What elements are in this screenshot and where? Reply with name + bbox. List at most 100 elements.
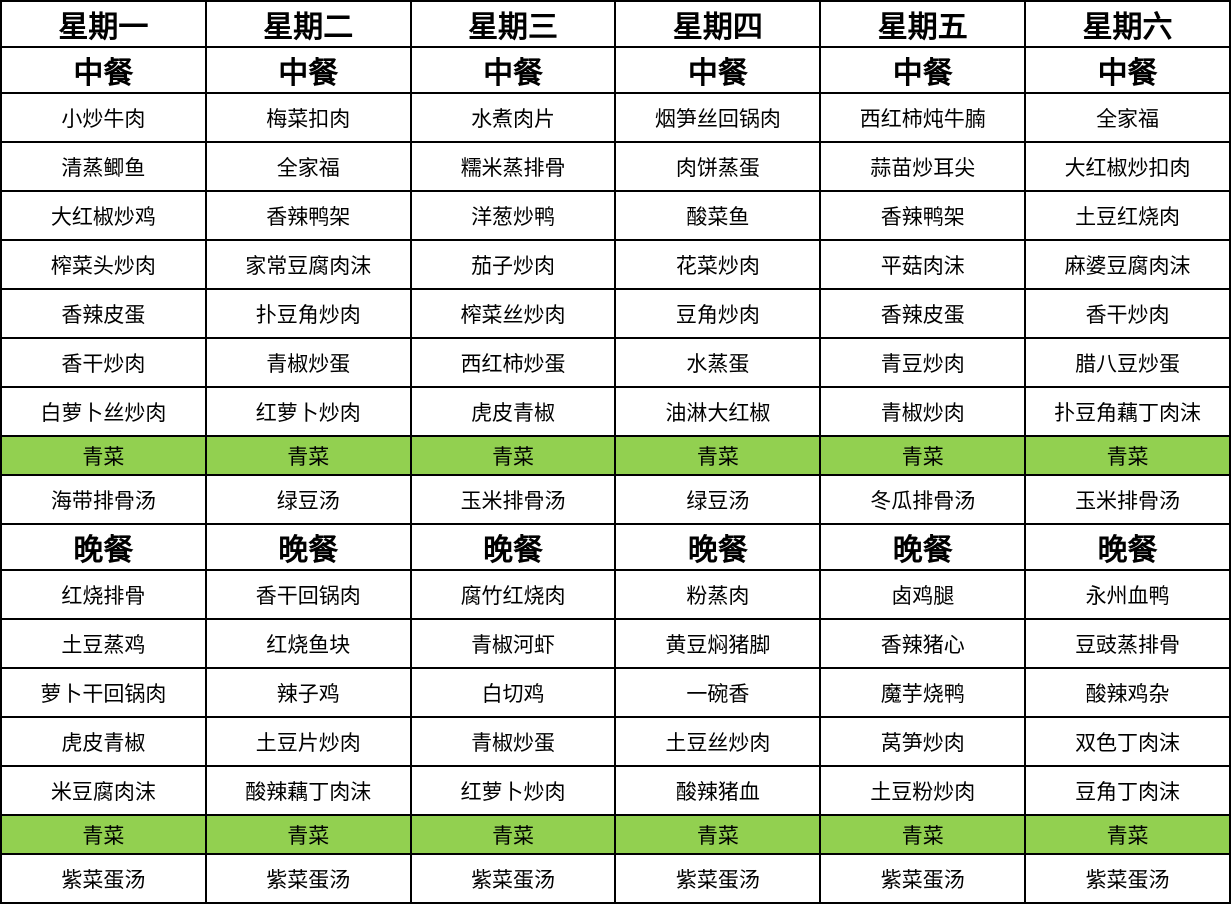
dinner-header-cell: 晚餐 <box>1024 523 1231 571</box>
dinner-dish-cell: 红萝卜炒肉 <box>409 765 617 816</box>
lunch-dish-row: 榨菜头炒肉 家常豆腐肉沫 茄子炒肉 花菜炒肉 平菇肉沫 麻婆豆腐肉沫 <box>0 239 1231 290</box>
lunch-dish-cell: 西红柿炒蛋 <box>409 337 617 388</box>
lunch-dish-row: 香干炒肉 青椒炒蛋 西红柿炒蛋 水蒸蛋 青豆炒肉 腊八豆炒蛋 <box>0 337 1231 388</box>
dinner-dish-cell: 香辣猪心 <box>819 618 1027 669</box>
vegetable-cell: 青菜 <box>614 814 822 855</box>
lunch-dish-cell: 青豆炒肉 <box>819 337 1027 388</box>
vegetable-cell: 青菜 <box>1024 814 1231 855</box>
lunch-header-cell: 中餐 <box>1024 46 1231 94</box>
vegetable-cell: 青菜 <box>409 435 617 476</box>
dinner-soup-cell: 紫菜蛋汤 <box>614 853 822 904</box>
vegetable-cell: 青菜 <box>0 435 207 476</box>
dinner-dish-cell: 青椒河虾 <box>409 618 617 669</box>
dinner-dish-cell: 虎皮青椒 <box>0 716 207 767</box>
lunch-dish-cell: 糯米蒸排骨 <box>409 141 617 192</box>
dinner-dish-cell: 酸辣猪血 <box>614 765 822 816</box>
dinner-soup-cell: 紫菜蛋汤 <box>409 853 617 904</box>
dinner-dish-cell: 土豆丝炒肉 <box>614 716 822 767</box>
day-header-cell: 星期一 <box>0 0 207 48</box>
dinner-dish-cell: 土豆粉炒肉 <box>819 765 1027 816</box>
dinner-dish-row: 土豆蒸鸡 红烧鱼块 青椒河虾 黄豆焖猪脚 香辣猪心 豆豉蒸排骨 <box>0 618 1231 669</box>
day-header-cell: 星期二 <box>204 0 412 48</box>
lunch-dish-row: 清蒸鲫鱼 全家福 糯米蒸排骨 肉饼蒸蛋 蒜苗炒耳尖 大红椒炒扣肉 <box>0 141 1231 192</box>
lunch-header-cell: 中餐 <box>614 46 822 94</box>
lunch-dish-cell: 白萝卜丝炒肉 <box>0 386 207 437</box>
dinner-dish-cell: 酸辣鸡杂 <box>1024 667 1231 718</box>
day-header-cell: 星期四 <box>614 0 822 48</box>
dinner-dish-cell: 萝卜干回锅肉 <box>0 667 207 718</box>
lunch-dish-cell: 烟笋丝回锅肉 <box>614 92 822 143</box>
dinner-dish-row: 红烧排骨 香干回锅肉 腐竹红烧肉 粉蒸肉 卤鸡腿 永州血鸭 <box>0 569 1231 620</box>
vegetable-cell: 青菜 <box>204 435 412 476</box>
dinner-dish-cell: 白切鸡 <box>409 667 617 718</box>
dinner-dish-row: 虎皮青椒 土豆片炒肉 青椒炒蛋 土豆丝炒肉 莴笋炒肉 双色丁肉沫 <box>0 716 1231 767</box>
lunch-dish-cell: 扑豆角藕丁肉沫 <box>1024 386 1231 437</box>
dinner-dish-cell: 红烧排骨 <box>0 569 207 620</box>
lunch-soup-cell: 玉米排骨汤 <box>1024 474 1231 525</box>
lunch-dish-cell: 红萝卜炒肉 <box>204 386 412 437</box>
lunch-dish-cell: 榨菜头炒肉 <box>0 239 207 290</box>
lunch-dish-cell: 全家福 <box>204 141 412 192</box>
lunch-header-cell: 中餐 <box>0 46 207 94</box>
lunch-dish-cell: 香干炒肉 <box>0 337 207 388</box>
lunch-dish-cell: 豆角炒肉 <box>614 288 822 339</box>
lunch-dish-cell: 酸菜鱼 <box>614 190 822 241</box>
dinner-dish-cell: 豆豉蒸排骨 <box>1024 618 1231 669</box>
lunch-dish-cell: 水蒸蛋 <box>614 337 822 388</box>
lunch-header-cell: 中餐 <box>204 46 412 94</box>
vegetable-cell: 青菜 <box>1024 435 1231 476</box>
lunch-dish-cell: 香辣鸭架 <box>819 190 1027 241</box>
lunch-dish-cell: 家常豆腐肉沫 <box>204 239 412 290</box>
lunch-soup-cell: 海带排骨汤 <box>0 474 207 525</box>
lunch-dish-cell: 榨菜丝炒肉 <box>409 288 617 339</box>
lunch-dish-cell: 土豆红烧肉 <box>1024 190 1231 241</box>
dinner-soup-row: 紫菜蛋汤 紫菜蛋汤 紫菜蛋汤 紫菜蛋汤 紫菜蛋汤 紫菜蛋汤 <box>0 853 1231 904</box>
lunch-dish-cell: 清蒸鲫鱼 <box>0 141 207 192</box>
dinner-dish-cell: 莴笋炒肉 <box>819 716 1027 767</box>
day-header-cell: 星期三 <box>409 0 617 48</box>
dinner-dish-cell: 粉蒸肉 <box>614 569 822 620</box>
lunch-header-cell: 中餐 <box>819 46 1027 94</box>
dinner-dish-cell: 卤鸡腿 <box>819 569 1027 620</box>
dinner-dish-cell: 土豆蒸鸡 <box>0 618 207 669</box>
dinner-dish-cell: 魔芋烧鸭 <box>819 667 1027 718</box>
dinner-dish-cell: 双色丁肉沫 <box>1024 716 1231 767</box>
lunch-dish-row: 香辣皮蛋 扑豆角炒肉 榨菜丝炒肉 豆角炒肉 香辣皮蛋 香干炒肉 <box>0 288 1231 339</box>
lunch-dish-cell: 平菇肉沫 <box>819 239 1027 290</box>
lunch-vegetable-row: 青菜 青菜 青菜 青菜 青菜 青菜 <box>0 435 1231 476</box>
dinner-dish-row: 萝卜干回锅肉 辣子鸡 白切鸡 一碗香 魔芋烧鸭 酸辣鸡杂 <box>0 667 1231 718</box>
lunch-dish-cell: 腊八豆炒蛋 <box>1024 337 1231 388</box>
lunch-dish-cell: 麻婆豆腐肉沫 <box>1024 239 1231 290</box>
lunch-dish-cell: 洋葱炒鸭 <box>409 190 617 241</box>
vegetable-cell: 青菜 <box>0 814 207 855</box>
lunch-header-row: 中餐 中餐 中餐 中餐 中餐 中餐 <box>0 46 1231 94</box>
day-header-row: 星期一 星期二 星期三 星期四 星期五 星期六 <box>0 0 1231 48</box>
lunch-dish-cell: 茄子炒肉 <box>409 239 617 290</box>
dinner-soup-cell: 紫菜蛋汤 <box>204 853 412 904</box>
lunch-dish-cell: 大红椒炒鸡 <box>0 190 207 241</box>
dinner-dish-cell: 黄豆焖猪脚 <box>614 618 822 669</box>
lunch-soup-cell: 绿豆汤 <box>614 474 822 525</box>
lunch-dish-cell: 西红柿炖牛腩 <box>819 92 1027 143</box>
dinner-dish-cell: 豆角丁肉沫 <box>1024 765 1231 816</box>
lunch-dish-row: 白萝卜丝炒肉 红萝卜炒肉 虎皮青椒 油淋大红椒 青椒炒肉 扑豆角藕丁肉沫 <box>0 386 1231 437</box>
lunch-dish-cell: 青椒炒蛋 <box>204 337 412 388</box>
lunch-dish-cell: 大红椒炒扣肉 <box>1024 141 1231 192</box>
vegetable-cell: 青菜 <box>819 435 1027 476</box>
lunch-dish-row: 小炒牛肉 梅菜扣肉 水煮肉片 烟笋丝回锅肉 西红柿炖牛腩 全家福 <box>0 92 1231 143</box>
lunch-dish-cell: 香辣鸭架 <box>204 190 412 241</box>
lunch-dish-cell: 油淋大红椒 <box>614 386 822 437</box>
dinner-header-row: 晚餐 晚餐 晚餐 晚餐 晚餐 晚餐 <box>0 523 1231 571</box>
lunch-dish-cell: 肉饼蒸蛋 <box>614 141 822 192</box>
lunch-dish-cell: 香干炒肉 <box>1024 288 1231 339</box>
dinner-dish-cell: 米豆腐肉沫 <box>0 765 207 816</box>
dinner-dish-row: 米豆腐肉沫 酸辣藕丁肉沫 红萝卜炒肉 酸辣猪血 土豆粉炒肉 豆角丁肉沫 <box>0 765 1231 816</box>
lunch-dish-cell: 梅菜扣肉 <box>204 92 412 143</box>
dinner-header-cell: 晚餐 <box>0 523 207 571</box>
dinner-dish-cell: 一碗香 <box>614 667 822 718</box>
lunch-dish-cell: 小炒牛肉 <box>0 92 207 143</box>
dinner-soup-cell: 紫菜蛋汤 <box>819 853 1027 904</box>
vegetable-cell: 青菜 <box>204 814 412 855</box>
lunch-soup-cell: 绿豆汤 <box>204 474 412 525</box>
